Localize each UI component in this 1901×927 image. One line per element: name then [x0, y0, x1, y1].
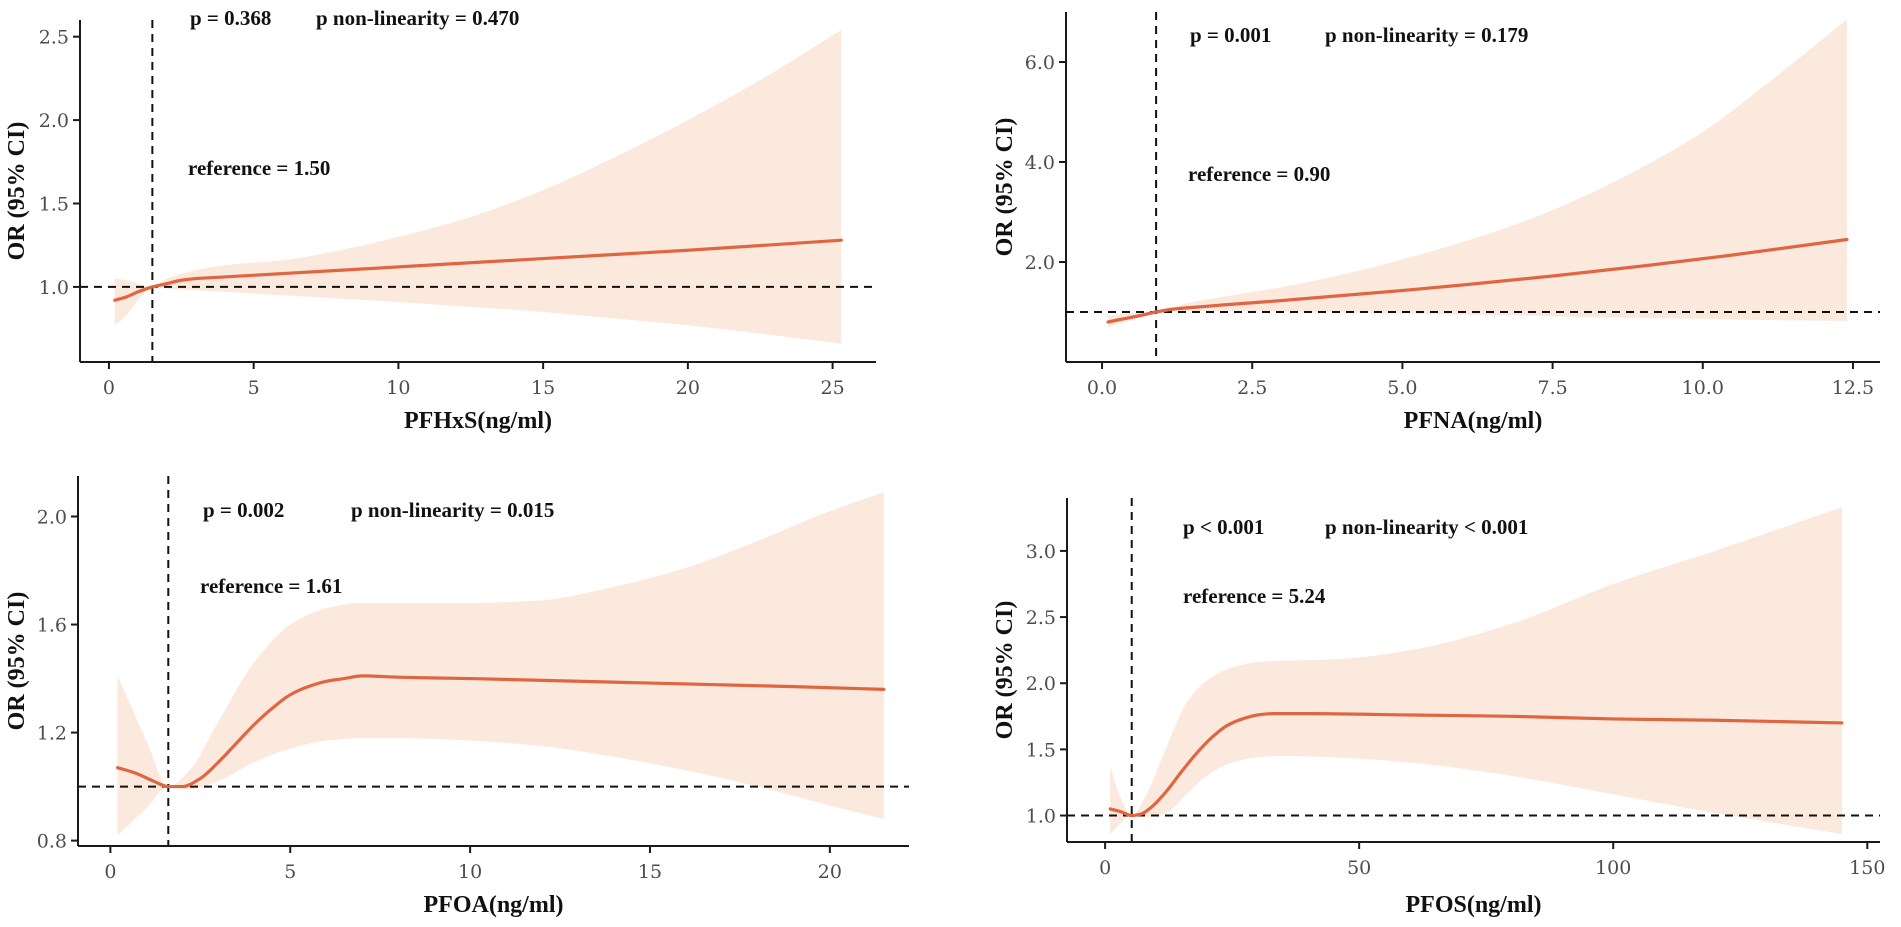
- y-axis-title: OR (95% CI): [992, 118, 1018, 257]
- y-tick-label: 2.5: [39, 27, 69, 49]
- x-tick-label: 12.5: [1832, 377, 1874, 399]
- p-nonlinearity-label: p non-linearity < 0.001: [1325, 515, 1528, 539]
- panel-pfhxs: 0 5 10 15 20 25 1.0 1.5 2.0 2.5 PFHxS(ng/ml) OR (95…: [4, 6, 876, 434]
- or-curve: [1106, 237, 1849, 324]
- y-tick-label: 2.0: [1026, 673, 1056, 695]
- x-axis-title: PFOS(ng/ml): [1406, 892, 1542, 918]
- reference-label: reference = 5.24: [1183, 584, 1326, 608]
- x-tick-label: 25: [820, 377, 844, 399]
- y-tick-label: 4.0: [1025, 152, 1055, 174]
- x-tick-label: 10: [386, 377, 410, 399]
- confidence-band: [1110, 507, 1842, 835]
- p-value-label: p = 0.368: [190, 6, 271, 30]
- y-axis-title: OR (95% CI): [992, 601, 1018, 740]
- reference-label: reference = 1.50: [188, 156, 330, 180]
- y-tick-label: 2.0: [39, 110, 69, 132]
- y-tick-label: 1.2: [37, 723, 67, 745]
- x-tick-label: 20: [676, 377, 700, 399]
- p-value-label: p < 0.001: [1183, 515, 1264, 539]
- p-value-label: p = 0.002: [203, 498, 284, 522]
- x-tick-label: 0: [104, 861, 116, 883]
- y-tick-label: 2.0: [37, 507, 67, 529]
- p-nonlinearity-label: p non-linearity = 0.179: [1325, 23, 1528, 47]
- confidence-band: [114, 30, 842, 344]
- y-tick-label: 6.0: [1025, 52, 1055, 74]
- x-tick-label: 15: [638, 861, 662, 883]
- y-tick-label: 0.8: [37, 831, 67, 853]
- p-value-label: p = 0.001: [1190, 23, 1271, 47]
- y-tick-label: 1.5: [39, 194, 69, 216]
- x-tick-label: 150: [1849, 857, 1885, 879]
- x-axis-title: PFNA(ng/ml): [1404, 408, 1543, 434]
- reference-label: reference = 0.90: [1188, 162, 1330, 186]
- y-tick-label: 2.5: [1026, 607, 1056, 629]
- or-curve: [115, 674, 886, 789]
- x-axis-title: PFOA(ng/ml): [424, 892, 564, 918]
- y-tick-label: 1.0: [1026, 806, 1056, 828]
- panel-pfna: 0.0 2.5 5.0 7.5 10.0 12.5 2.0 4.0 6.0 PFNA(ng/ml)…: [992, 12, 1880, 434]
- reference-label: reference = 1.61: [200, 574, 342, 598]
- y-axis-title: OR (95% CI): [4, 122, 30, 261]
- x-tick-label: 20: [818, 861, 842, 883]
- x-tick-label: 5: [248, 377, 260, 399]
- x-tick-label: 0.0: [1087, 377, 1117, 399]
- p-nonlinearity-label: p non-linearity = 0.015: [351, 498, 554, 522]
- x-tick-label: 0: [1099, 857, 1111, 879]
- x-tick-label: 7.5: [1537, 377, 1567, 399]
- y-tick-label: 1.0: [39, 277, 69, 299]
- x-axis-title: PFHxS(ng/ml): [404, 408, 552, 434]
- x-tick-label: 10.0: [1682, 377, 1724, 399]
- y-axis-title: OR (95% CI): [4, 592, 30, 731]
- or-curve: [113, 238, 843, 302]
- x-tick-label: 15: [531, 377, 555, 399]
- y-tick-label: 1.6: [37, 615, 67, 637]
- y-tick-label: 3.0: [1026, 541, 1056, 563]
- p-nonlinearity-label: p non-linearity = 0.470: [316, 6, 519, 30]
- panel-pfoa: 0 5 10 15 20 0.8 1.2 1.6 2.0 PFOA(ng/ml) OR (95% C…: [4, 476, 909, 918]
- confidence-band: [1108, 19, 1847, 327]
- panel-pfos: 0 50 100 150 1.0 1.5 2.0 2.5 3.0 PFOS(ng/ml) OR (9…: [992, 498, 1885, 918]
- y-tick-label: 1.5: [1026, 739, 1056, 761]
- x-tick-label: 5: [284, 861, 296, 883]
- x-tick-label: 100: [1595, 857, 1631, 879]
- x-tick-label: 50: [1347, 857, 1371, 879]
- x-tick-label: 5.0: [1387, 377, 1417, 399]
- x-tick-label: 10: [458, 861, 482, 883]
- or-curve: [1108, 712, 1844, 818]
- confidence-band: [117, 492, 884, 836]
- y-tick-label: 2.0: [1025, 252, 1055, 274]
- x-tick-label: 0: [103, 377, 115, 399]
- x-tick-label: 2.5: [1237, 377, 1267, 399]
